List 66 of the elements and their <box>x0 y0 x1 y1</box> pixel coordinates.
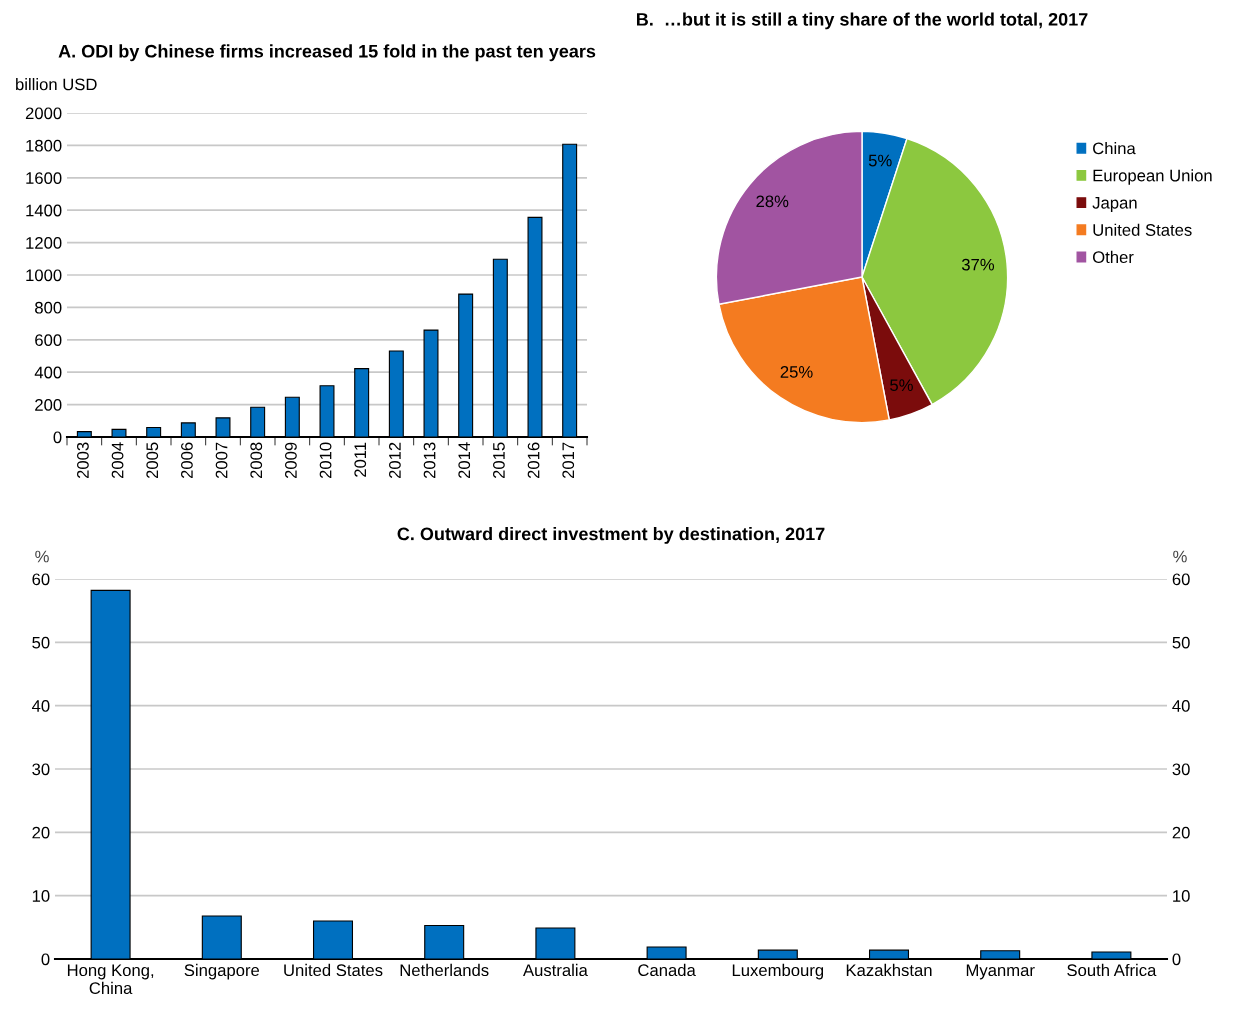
y-tick-label: 30 <box>32 763 50 776</box>
x-tick-label: 2009 <box>285 442 297 479</box>
x-tick-label: 2008 <box>250 442 263 479</box>
legend-label: European Union <box>1093 169 1212 185</box>
y-tick-label: 60 <box>32 573 50 586</box>
y2-tick-label: 10 <box>1173 890 1190 902</box>
y-tick-label: 0 <box>53 431 62 444</box>
y2-tick-label: 20 <box>1172 826 1190 839</box>
y2-tick-label: 50 <box>1172 636 1190 649</box>
y-tick-label: 10 <box>32 890 50 902</box>
y2-axis-title: % <box>1173 550 1187 563</box>
y-tick-label: 400 <box>34 366 62 379</box>
x-tick-label: Canada <box>638 963 696 977</box>
x-tick-label: Netherlands <box>400 963 489 977</box>
y-tick-label: 800 <box>35 301 62 314</box>
chart-title: B. …but it is still a tiny share of the world total, 2017 <box>636 12 1088 30</box>
data-label: 5% <box>868 154 892 167</box>
legend-label: Japan <box>1092 197 1137 212</box>
x-tick-label: 2005 <box>146 442 159 479</box>
data-label: 37% <box>961 258 995 271</box>
y-tick-label: 40 <box>31 700 50 712</box>
y2-tick-label: 60 <box>1172 573 1190 586</box>
y-axis-title: % <box>35 550 49 563</box>
x-tick-label: Luxembourg <box>732 963 824 980</box>
y-tick-label: 0 <box>41 953 50 966</box>
x-tick-label: 2011 <box>354 442 367 477</box>
x-tick-label: South Africa <box>1067 963 1157 977</box>
x-tick-label: 2006 <box>181 442 193 479</box>
x-tick-label: 2010 <box>319 442 332 479</box>
x-tick-label: 2017 <box>562 442 575 479</box>
x-tick-label: 2007 <box>215 442 228 479</box>
x-tick-label: Hong Kong, China <box>67 964 154 995</box>
x-tick-label: 2013 <box>423 442 436 479</box>
y-axis-title: billion USD <box>16 78 97 91</box>
y-tick-label: 1200 <box>26 237 62 249</box>
x-tick-label: Myanmar <box>966 964 1035 980</box>
chart-title: C. Outward direct investment by destination, 2017 <box>397 527 825 544</box>
x-tick-label: 2012 <box>389 442 401 479</box>
x-tick-label: Kazakhstan <box>846 963 932 977</box>
y-tick-label: 1400 <box>26 204 62 217</box>
x-tick-label: 2014 <box>458 442 471 479</box>
y2-tick-label: 30 <box>1172 763 1190 776</box>
x-tick-label: 2016 <box>527 442 540 479</box>
x-tick-label: 2015 <box>493 442 505 479</box>
data-label: 28% <box>756 195 789 208</box>
chart-title: A. ODI by Chinese firms increased 15 fold in the past ten years <box>58 44 596 62</box>
y-tick-label: 600 <box>35 334 62 346</box>
data-label: 5% <box>890 379 913 392</box>
legend-label: United States <box>1093 223 1192 236</box>
y-tick-label: 1800 <box>26 139 62 152</box>
x-tick-label: Singapore <box>184 963 260 980</box>
legend-label: China <box>1093 142 1136 155</box>
y-tick-label: 2000 <box>25 107 62 120</box>
x-tick-label: 2004 <box>111 442 124 479</box>
x-tick-label: United States <box>284 963 383 977</box>
y-tick-label: 50 <box>32 636 50 649</box>
y-tick-label: 200 <box>35 399 62 411</box>
y-tick-label: 1000 <box>26 269 62 282</box>
y-tick-label: 20 <box>32 826 50 839</box>
legend-label: Other <box>1092 250 1134 264</box>
y2-tick-label: 40 <box>1172 700 1190 712</box>
y-tick-label: 1600 <box>26 172 62 184</box>
y2-tick-label: 0 <box>1172 953 1181 966</box>
x-tick-label: 2003 <box>77 442 89 479</box>
x-tick-label: Australia <box>523 963 588 977</box>
data-label: 25% <box>780 366 813 378</box>
